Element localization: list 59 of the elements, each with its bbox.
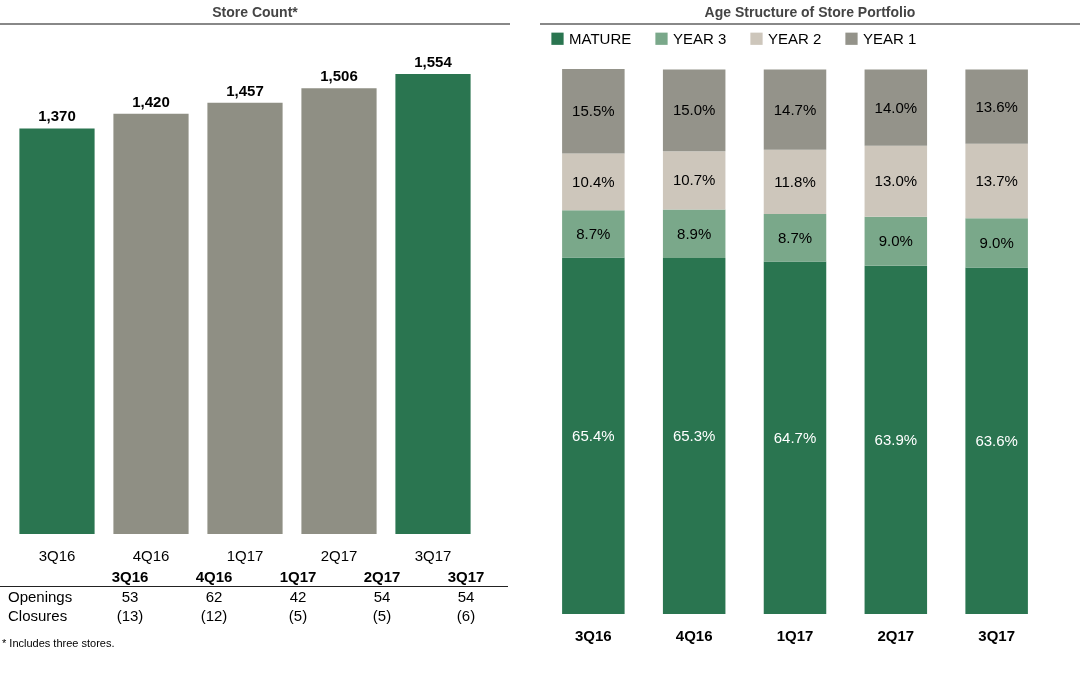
data-label: 8.7% — [777, 228, 813, 246]
data-label: 13.6% — [975, 97, 1018, 115]
data-label: 63.9% — [874, 430, 918, 448]
legend-label: YEAR 1 — [863, 29, 917, 47]
chart-title: Age Structure of Store Portfolio — [540, 4, 1080, 25]
text: 42 — [288, 587, 308, 606]
text: (5) — [371, 606, 393, 625]
data-label: 10.7% — [672, 171, 716, 189]
chart-title: Store Count* — [0, 4, 510, 25]
text: (12) — [199, 606, 229, 625]
text: 54 — [372, 587, 392, 606]
data-label: 13.7% — [975, 172, 1018, 189]
text: (6) — [455, 606, 477, 625]
x-tick-label: 3Q16 — [575, 626, 612, 644]
text: Closures — [7, 606, 69, 625]
category-label: 3Q17 — [447, 568, 485, 585]
data-label: 1,554 — [414, 53, 453, 70]
data-label: 9.0% — [979, 233, 1014, 251]
data-label: 1,420 — [132, 92, 170, 110]
data-label: 15.5% — [572, 102, 615, 120]
text: (13) — [115, 606, 145, 625]
data-label: 63.6% — [975, 431, 1018, 449]
x-tick-label: 4Q16 — [675, 626, 713, 644]
data-label: 1,457 — [226, 81, 264, 99]
data-label: 10.4% — [572, 172, 615, 190]
x-tick-label: 3Q17 — [978, 626, 1015, 644]
legend-label: YEAR 3 — [673, 29, 727, 47]
category-label: 4Q16 — [195, 568, 233, 585]
text: * Includes three stores. — [2, 637, 116, 649]
data-label: 9.0% — [878, 232, 913, 250]
data-label: 11.8% — [774, 172, 816, 190]
category-label: 3Q16 — [111, 568, 149, 585]
x-tick-label: 4Q16 — [132, 546, 170, 564]
data-label: 1,506 — [320, 67, 358, 85]
data-label: 15.0% — [672, 101, 716, 119]
category-label: 1Q17 — [279, 568, 317, 585]
x-tick-label: 2Q17 — [877, 626, 915, 644]
legend-label: MATURE — [569, 29, 632, 47]
x-tick-label: 1Q17 — [226, 546, 264, 564]
data-label: 8.7% — [576, 224, 611, 242]
data-label: 8.9% — [677, 224, 712, 242]
text: (5) — [287, 606, 309, 625]
x-tick-label: 3Q16 — [38, 546, 76, 564]
text: 53 — [120, 587, 140, 606]
data-label: 14.0% — [874, 98, 918, 116]
data-label: 65.4% — [572, 426, 615, 444]
x-tick-label: 1Q17 — [776, 626, 814, 644]
data-label: 65.3% — [672, 427, 716, 445]
data-label: 13.0% — [874, 172, 918, 190]
text: 54 — [456, 587, 476, 606]
data-label: 14.7% — [773, 100, 817, 118]
text: Openings — [7, 587, 74, 606]
text: 62 — [204, 587, 224, 606]
data-label: 1,370 — [38, 107, 76, 125]
data-label: 64.7% — [773, 428, 817, 446]
x-tick-label: 3Q17 — [414, 546, 452, 564]
x-tick-label: 2Q17 — [320, 546, 358, 564]
legend-label: YEAR 2 — [768, 29, 822, 47]
category-label: 2Q17 — [363, 568, 401, 585]
